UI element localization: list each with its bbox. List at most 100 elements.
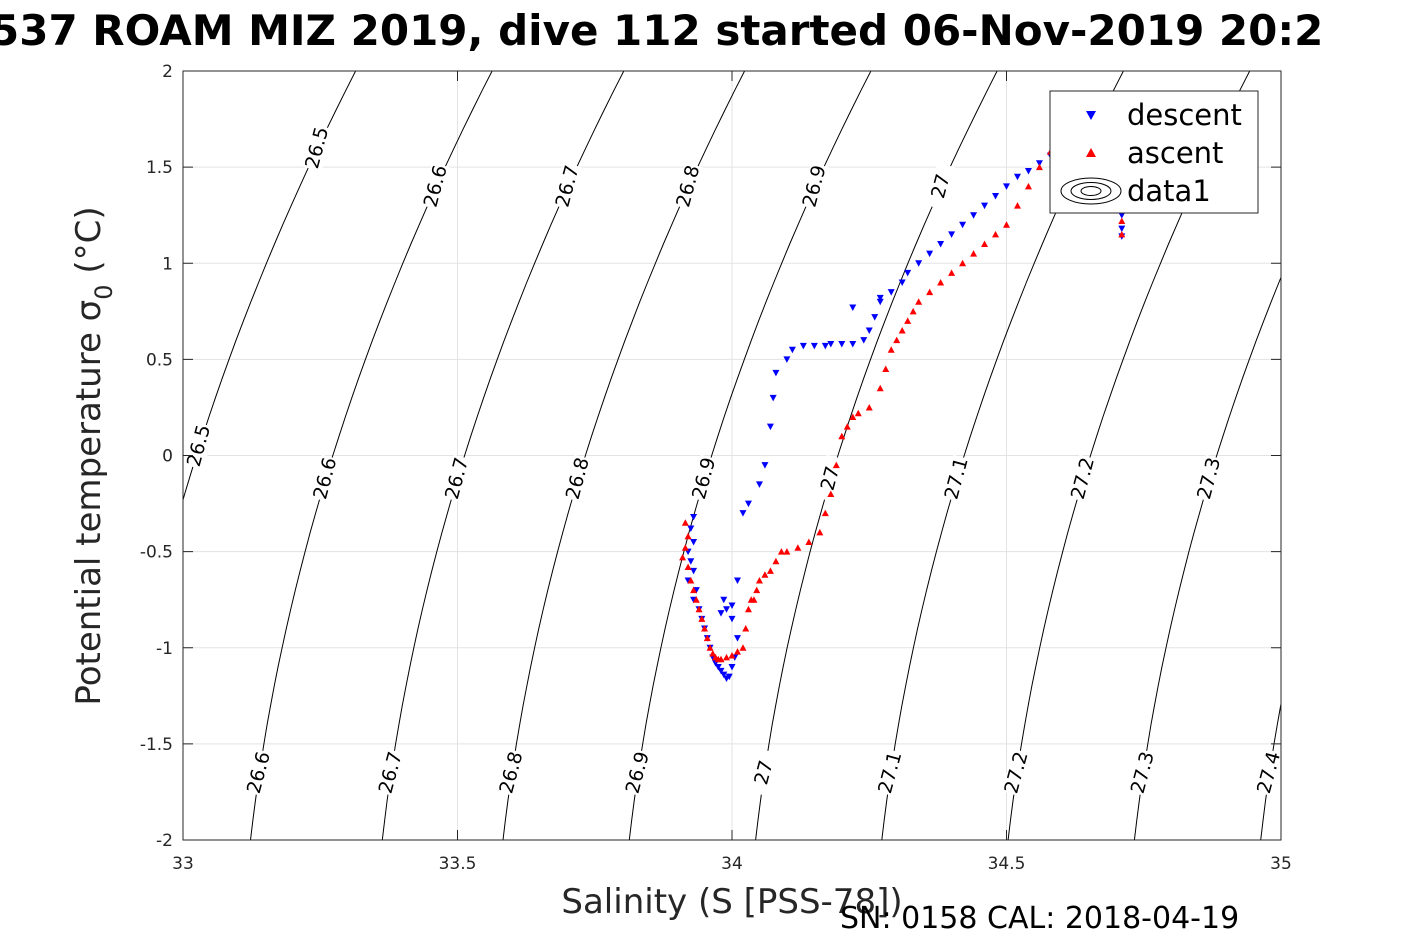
ascent-point: [766, 567, 774, 574]
descent-point: [720, 596, 728, 604]
descent-point: [755, 481, 763, 488]
ascent-point: [681, 519, 689, 526]
descent-point: [761, 462, 769, 469]
legend-marker-data1: [1060, 177, 1122, 205]
ascent-point: [777, 548, 785, 555]
contour-label-bg: [941, 454, 973, 503]
ascent-point: [690, 586, 698, 594]
y-tick-label: -1.5: [140, 735, 173, 755]
ascent-point: [854, 409, 862, 417]
descent-point: [690, 539, 698, 546]
ascent-point: [794, 544, 802, 551]
series-ascent: [679, 148, 1131, 663]
legend-item-ascent: ascent: [1086, 136, 1223, 170]
ascent-point: [772, 557, 780, 565]
contour-label-bg: [496, 748, 528, 797]
contour-label-bg: [1001, 748, 1033, 797]
contour-label-bg: [442, 454, 473, 503]
contour-label-bg: [375, 748, 407, 797]
ascent-point: [733, 648, 741, 655]
contour-label-bg: [875, 748, 907, 797]
ascent-point: [1013, 202, 1021, 209]
ascent-point: [898, 327, 906, 334]
ascent-point: [843, 423, 851, 430]
ascent-point: [701, 625, 709, 632]
descent-point: [728, 615, 736, 623]
descent-point: [887, 289, 895, 296]
y-tick-label: 1.5: [146, 158, 173, 178]
data-points: [679, 148, 1131, 683]
descent-point: [717, 610, 725, 617]
legend-label-data1: data1: [1127, 174, 1211, 208]
chart-title: 537 ROAM MIZ 2019, dive 112 started 06-N…: [0, 6, 1323, 55]
contour-label-bg: [1254, 748, 1285, 797]
descent-point: [769, 394, 777, 402]
descent-point: [849, 304, 857, 311]
descent-point: [904, 269, 912, 277]
descent-point: [717, 667, 725, 675]
legend-marker-descent: [1086, 111, 1096, 120]
descent-point: [849, 340, 857, 348]
ascent-point: [816, 528, 824, 536]
ascent-point: [959, 259, 967, 267]
ascent-point: [970, 250, 978, 257]
ascent-point: [744, 605, 752, 613]
legend-item-descent: descent: [1086, 98, 1242, 132]
descent-point: [744, 500, 752, 508]
descent-point: [860, 337, 868, 344]
descent-point: [981, 202, 989, 210]
ascent-point: [728, 651, 736, 659]
contour-label-bg: [310, 454, 342, 503]
y-tick-label: -2: [156, 831, 173, 851]
ascent-point: [723, 653, 731, 661]
descent-point: [926, 250, 934, 258]
descent-point: [865, 327, 873, 335]
ascent-point: [698, 615, 706, 622]
y-tick-label: -0.5: [140, 543, 173, 563]
ascent-point: [709, 650, 717, 657]
x-tick-label: 33: [172, 854, 194, 874]
descent-point: [1013, 173, 1021, 181]
ascent-point: [750, 596, 758, 603]
y-tick-label: -1: [156, 639, 173, 659]
descent-point: [723, 606, 731, 613]
descent-point: [690, 567, 698, 575]
descent-point: [739, 510, 747, 517]
y-tick-label: 0.5: [146, 350, 173, 370]
contour-label-bg: [302, 124, 333, 172]
descent-point: [728, 602, 736, 609]
legend-label-ascent: ascent: [1127, 136, 1223, 170]
descent-point: [1118, 212, 1126, 219]
legend-label-descent: descent: [1127, 98, 1242, 132]
ascent-point: [1118, 230, 1126, 238]
x-tick-label: 34: [721, 854, 743, 874]
contour-label-bg: [749, 748, 780, 797]
ascent-point: [703, 634, 711, 642]
ascent-point: [753, 586, 761, 594]
descent-point: [876, 294, 884, 302]
axis-ticks: 33 33.5 34 34.5 35 -2 -1.5 -1 -0.5 0 0.5 1 1.5 2: [140, 62, 1292, 874]
contour-line-27.3: [1133, 276, 1281, 840]
descent-point: [714, 663, 722, 671]
ascent-point: [909, 307, 917, 315]
ascent-point: [827, 490, 835, 497]
ascent-point: [882, 365, 890, 372]
descent-point: [876, 298, 884, 306]
ascent-point: [1024, 182, 1032, 190]
ascent-point: [739, 644, 747, 651]
ascent-point: [893, 336, 901, 344]
ascent-point: [981, 240, 989, 248]
descent-point: [838, 340, 846, 348]
ascent-point: [926, 288, 934, 296]
x-axis-label: Salinity (S [PSS-78]): [561, 882, 902, 922]
legend: descent ascent data1: [1049, 90, 1259, 214]
ascent-point: [1003, 221, 1010, 228]
descent-point: [1118, 225, 1126, 233]
ascent-point: [915, 298, 923, 305]
x-tick-label: 33.5: [439, 854, 477, 874]
descent-point: [948, 231, 956, 238]
contour-label-bg: [1127, 748, 1159, 797]
ascent-point: [887, 346, 895, 353]
isopycnal-contours: 26.526.526.626.626.626.726.726.726.826.8…: [183, 71, 1285, 840]
